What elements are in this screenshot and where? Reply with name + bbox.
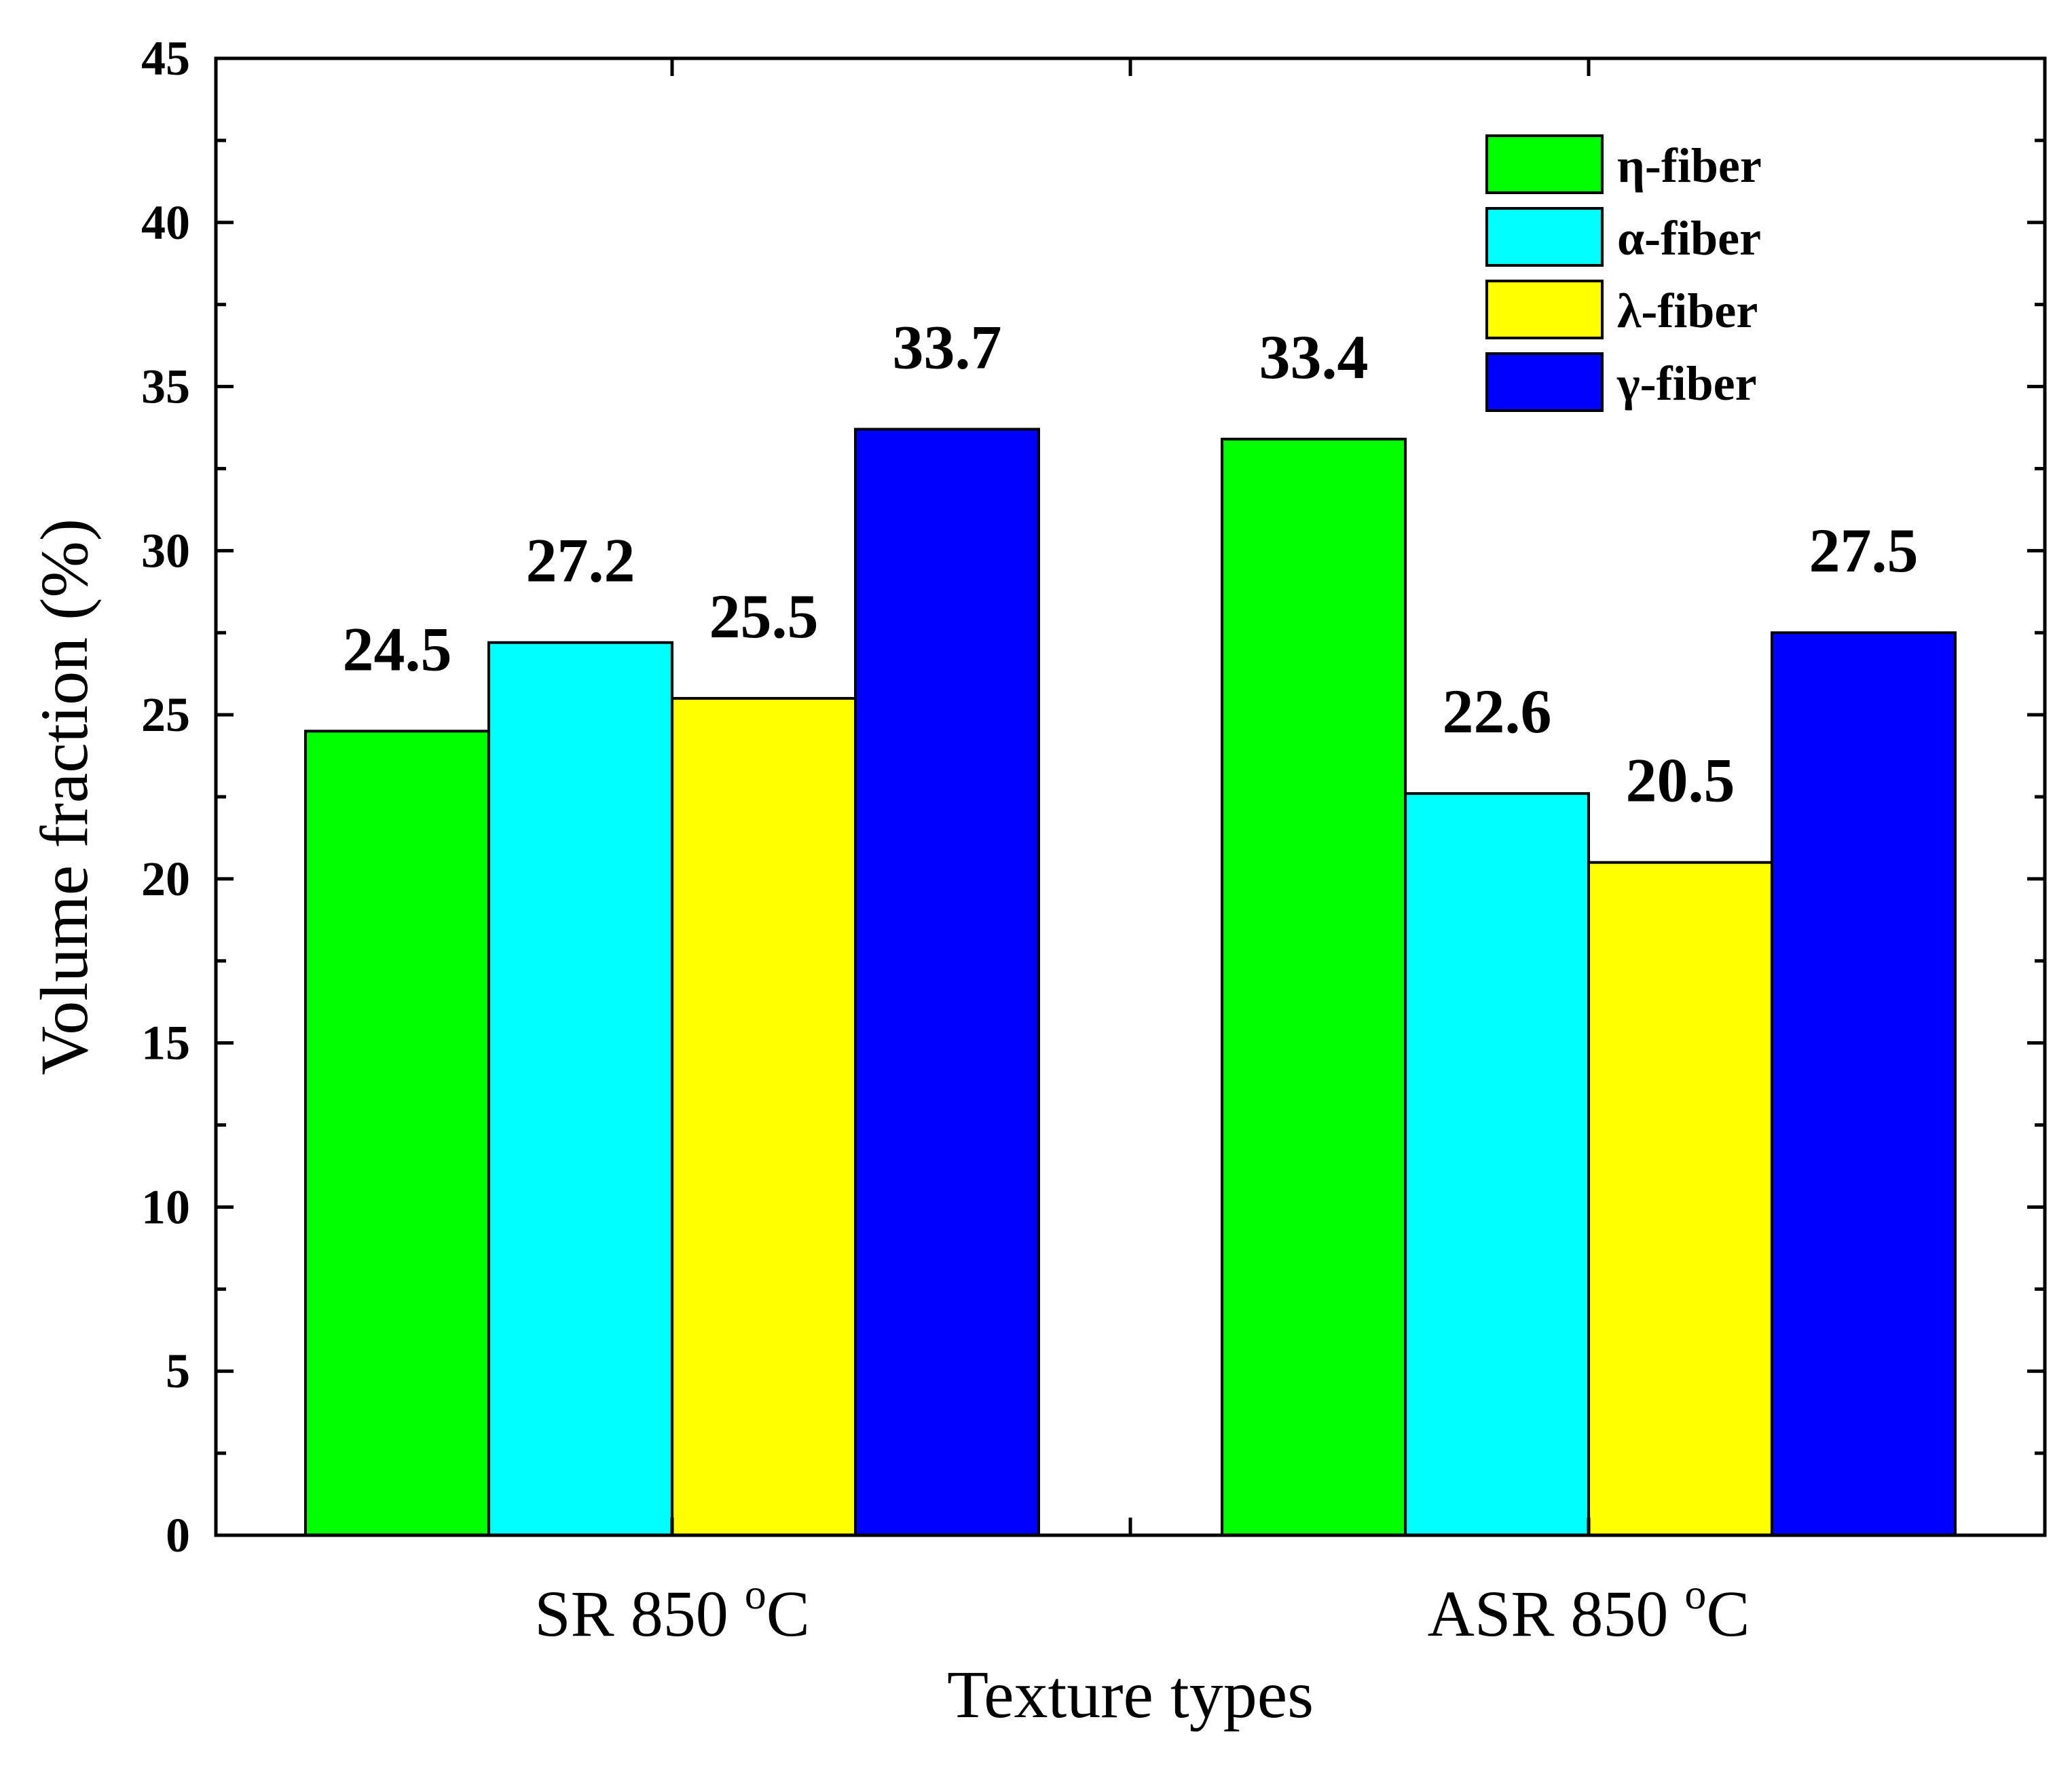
- category-unit: C: [1706, 1577, 1750, 1650]
- data-label: 25.5: [709, 582, 819, 651]
- bar-lambda-asr: [1587, 861, 1773, 1537]
- y-tick-label: 0: [166, 1508, 190, 1562]
- legend-swatch: [1485, 352, 1604, 412]
- y-tick-label: 30: [141, 523, 190, 578]
- legend-label: γ-fiber: [1616, 356, 1757, 411]
- legend-label: λ-fiber: [1617, 284, 1758, 338]
- y-tick-label: 20: [141, 852, 190, 906]
- y-tick-label: 15: [141, 1016, 190, 1070]
- labels-layer: 24.5 33.4 27.2 22.6 25.5 20.5 33.7 27.5: [343, 312, 1919, 814]
- y-tick-label: 45: [141, 31, 190, 86]
- bar-eta-sr: [304, 730, 490, 1537]
- legend-swatch: [1485, 207, 1604, 267]
- data-label: 22.6: [1443, 677, 1552, 746]
- y-axis-title: Volume fraction (%): [26, 519, 102, 1075]
- category-text: ASR 850: [1428, 1577, 1685, 1650]
- category-text: SR 850: [534, 1577, 744, 1650]
- data-label: 27.5: [1809, 516, 1919, 585]
- data-label: 33.7: [893, 312, 1002, 381]
- bar-alpha-sr: [487, 641, 673, 1537]
- category-unit: C: [766, 1577, 810, 1650]
- legend-label: α-fiber: [1617, 211, 1761, 265]
- legend-label: η-fiber: [1617, 138, 1762, 193]
- legend-swatch: [1485, 280, 1604, 339]
- data-label: 20.5: [1626, 746, 1735, 815]
- category-degree: o: [1684, 1570, 1706, 1618]
- bar-gamma-asr: [1771, 631, 1957, 1537]
- x-axis-title: Texture types: [947, 1657, 1314, 1732]
- data-label: 33.4: [1259, 322, 1369, 392]
- category-degree: o: [745, 1570, 766, 1618]
- bar-lambda-sr: [671, 696, 857, 1537]
- x-category-label: ASR 850 oC: [1428, 1570, 1750, 1650]
- x-category-label: SR 850 oC: [534, 1570, 809, 1650]
- data-label: 27.2: [526, 526, 635, 595]
- data-label: 24.5: [343, 614, 452, 683]
- y-tick-label: 40: [141, 195, 190, 250]
- y-tick-label: 25: [141, 688, 190, 742]
- y-tick-label: 10: [141, 1180, 190, 1234]
- bars-layer: [304, 428, 1957, 1537]
- bar-alpha-asr: [1404, 792, 1590, 1537]
- legend: η-fiber α-fiber λ-fiber γ-fiber: [1485, 134, 1762, 412]
- y-tick-label: 5: [166, 1344, 190, 1398]
- bar-gamma-sr: [854, 428, 1040, 1537]
- y-tick-label: 35: [141, 360, 190, 414]
- bar-eta-asr: [1221, 437, 1407, 1537]
- legend-swatch: [1485, 134, 1604, 194]
